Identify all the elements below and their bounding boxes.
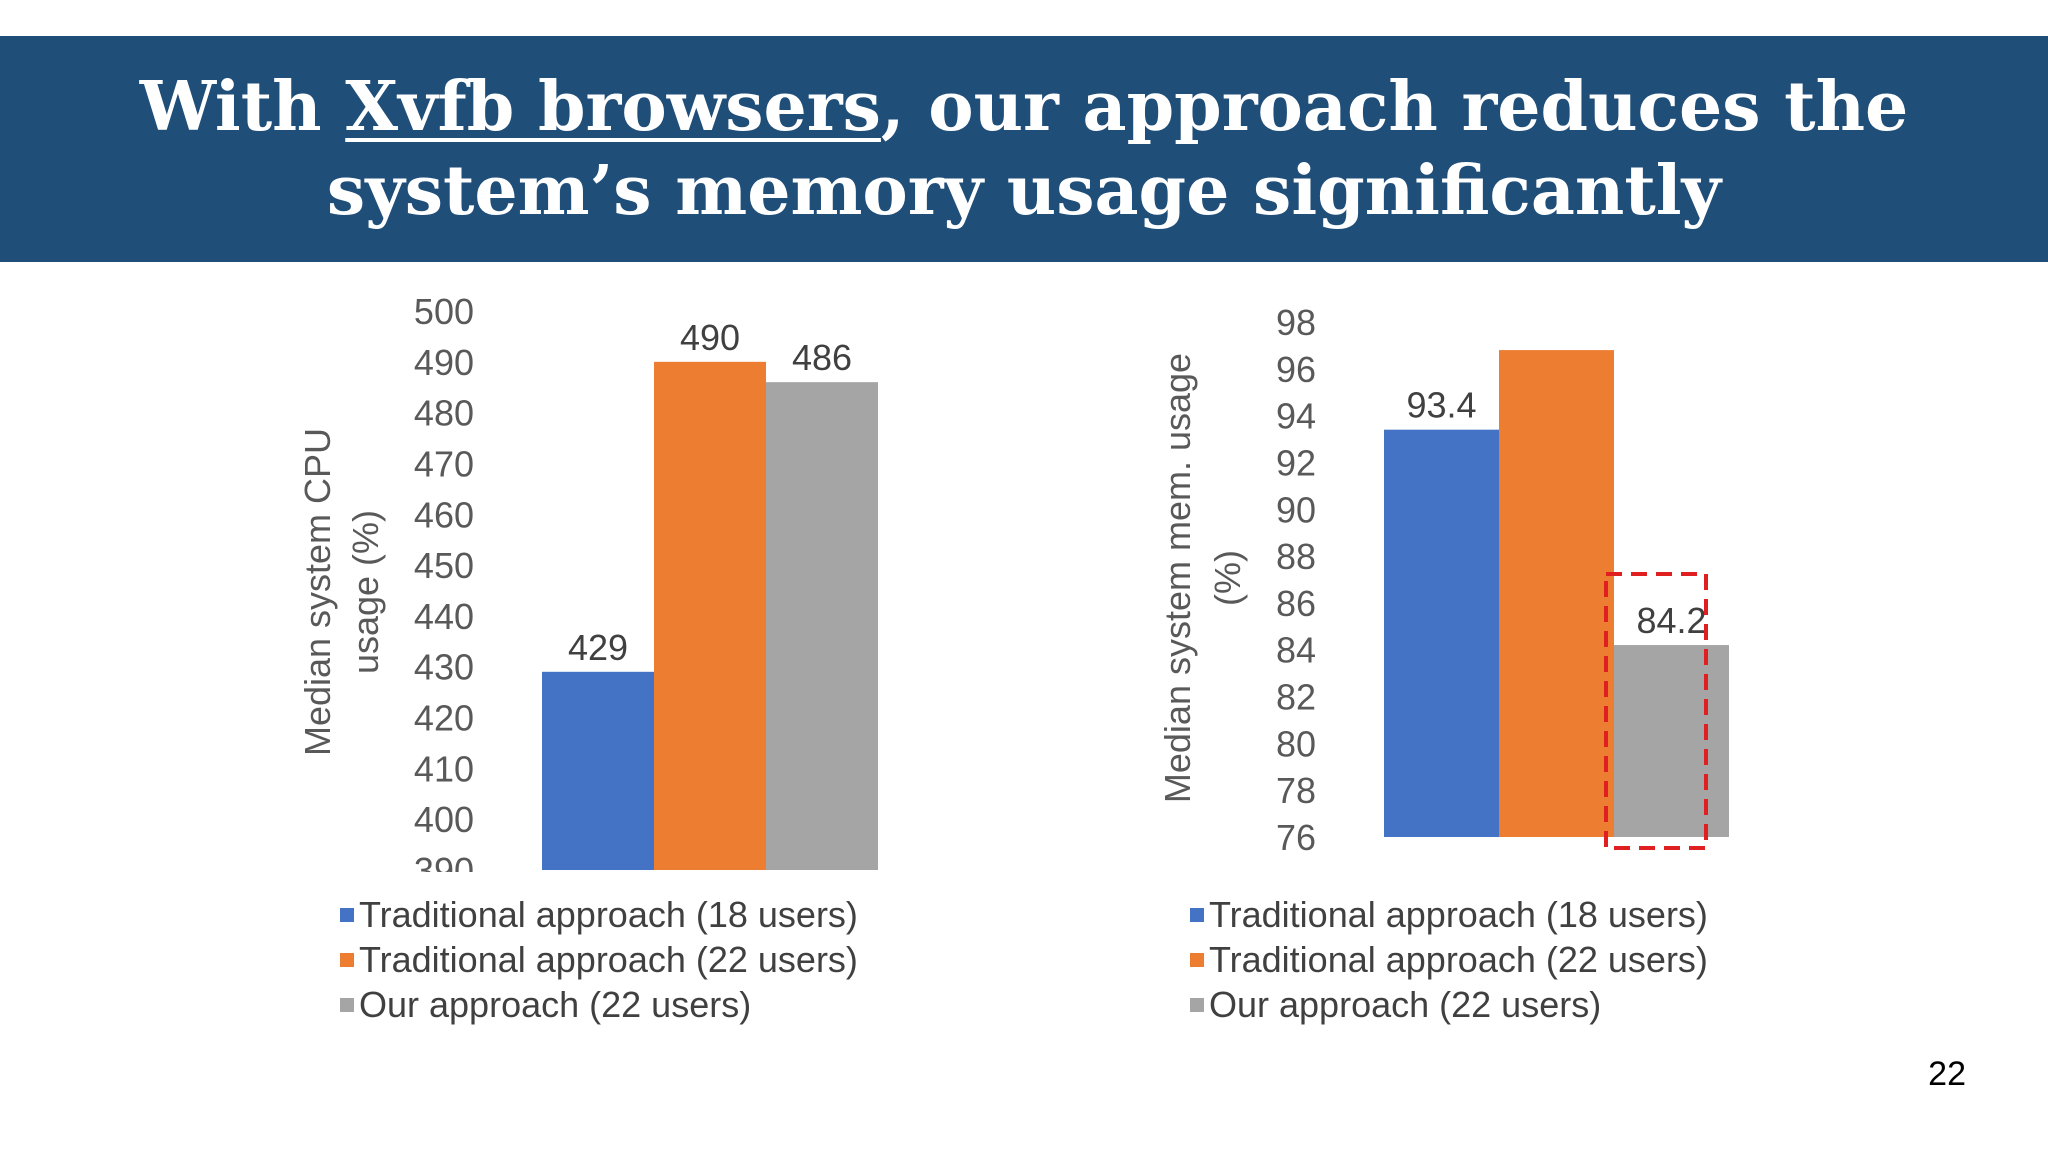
mem-y-axis-label-line-1: Median system mem. usage — [1160, 353, 1198, 803]
slide-title-line-2: system’s memory usage significantly — [326, 151, 1722, 231]
bar — [1384, 429, 1499, 837]
legend-item: Our approach (22 users) — [340, 982, 858, 1027]
cpu-y-axis-label: Median system CPU usage (%) — [297, 428, 386, 756]
bar — [654, 361, 766, 870]
mem-chart-legend: Traditional approach (18 users) Traditio… — [1190, 892, 1708, 1027]
y-tick-label: 88 — [1276, 536, 1316, 577]
mem-y-axis-label-line-2: (%) — [1207, 550, 1248, 606]
y-tick-label: 98 — [1276, 302, 1316, 343]
legend-swatch — [1190, 997, 1204, 1012]
cpu-bars — [542, 361, 878, 870]
legend-item: Traditional approach (18 users) — [340, 892, 858, 937]
legend-swatch — [1190, 907, 1204, 922]
y-tick-label: 410 — [414, 748, 474, 789]
bar — [1614, 645, 1729, 837]
mem-data-labels: 93.4 84.2 — [1406, 385, 1706, 641]
legend-label: Traditional approach (22 users) — [1209, 938, 1708, 980]
y-tick-label: 86 — [1276, 583, 1316, 624]
cpu-data-labels: 429 490 486 — [568, 317, 852, 668]
slide-title-line-1: With Xvfb browsers, our approach reduces… — [140, 65, 1909, 149]
y-tick-label: 500 — [414, 291, 474, 332]
y-tick-label: 460 — [414, 494, 474, 535]
y-tick-label: 80 — [1276, 723, 1316, 764]
memory-usage-chart: Median system mem. usage (%) 98 96 94 92 90 8… — [1160, 302, 1729, 858]
y-tick-label: 94 — [1276, 396, 1316, 437]
title-suffix: , our approach reduces the — [880, 67, 1909, 147]
legend-item: Our approach (22 users) — [1190, 982, 1708, 1027]
y-tick-label: 420 — [414, 698, 474, 739]
mem-y-axis-ticks: 98 96 94 92 90 88 86 84 82 80 78 76 — [1276, 302, 1316, 858]
y-tick-label: 440 — [414, 596, 474, 637]
y-tick-label: 90 — [1276, 489, 1316, 530]
data-label: 486 — [792, 337, 852, 378]
legend-label: Traditional approach (22 users) — [359, 938, 858, 980]
page-number: 22 — [1928, 1055, 1966, 1093]
data-label: 429 — [568, 627, 628, 668]
legend-item: Traditional approach (22 users) — [1190, 937, 1708, 982]
y-tick-label: 400 — [414, 799, 474, 840]
legend-item: Traditional approach (18 users) — [1190, 892, 1708, 937]
legend-label: Traditional approach (18 users) — [1209, 893, 1708, 935]
bar — [542, 671, 654, 870]
y-tick-label: 76 — [1276, 817, 1316, 858]
y-tick-label: 480 — [414, 393, 474, 434]
title-underlined-term: Xvfb browsers — [345, 67, 881, 147]
cpu-chart-legend: Traditional approach (18 users) Traditio… — [340, 892, 858, 1027]
cpu-usage-chart: Median system CPU usage (%) 500 490 480 470… — [297, 291, 878, 872]
y-tick-label: 490 — [414, 342, 474, 383]
legend-label: Our approach (22 users) — [1209, 983, 1602, 1025]
data-label: 84.2 — [1636, 600, 1706, 641]
y-tick-label: 450 — [414, 545, 474, 586]
legend-label: Our approach (22 users) — [359, 983, 752, 1025]
title-banner: With Xvfb browsers, our approach reduces… — [0, 36, 2048, 262]
bar — [766, 382, 878, 870]
legend-label: Traditional approach (18 users) — [359, 893, 858, 935]
legend-swatch — [340, 952, 354, 967]
data-label: 93.4 — [1406, 385, 1476, 426]
cpu-y-axis-ticks: 500 490 480 470 460 450 440 430 420 410 400 390 — [414, 291, 474, 872]
cpu-y-axis-label-line-1: Median system CPU — [297, 428, 338, 756]
bar — [1499, 350, 1614, 837]
cpu-y-axis-label-line-2: usage (%) — [345, 510, 386, 674]
y-tick-label: 84 — [1276, 630, 1316, 671]
mem-y-axis-label: Median system mem. usage (%) — [1160, 353, 1248, 803]
y-tick-label: 78 — [1276, 770, 1316, 811]
title-prefix: With — [139, 67, 346, 147]
mem-bars — [1384, 350, 1729, 837]
y-tick-label: 470 — [414, 443, 474, 484]
legend-swatch — [340, 907, 354, 922]
highlight-dashed-box — [1604, 572, 1708, 850]
y-tick-label: 96 — [1276, 349, 1316, 390]
data-label: 490 — [680, 317, 740, 358]
legend-item: Traditional approach (22 users) — [340, 937, 858, 982]
y-tick-label: 430 — [414, 647, 474, 688]
y-tick-label: 82 — [1276, 677, 1316, 718]
y-tick-label: 92 — [1276, 442, 1316, 483]
legend-swatch — [1190, 952, 1204, 967]
legend-swatch — [340, 997, 354, 1012]
y-tick-label: 390 — [414, 850, 474, 872]
